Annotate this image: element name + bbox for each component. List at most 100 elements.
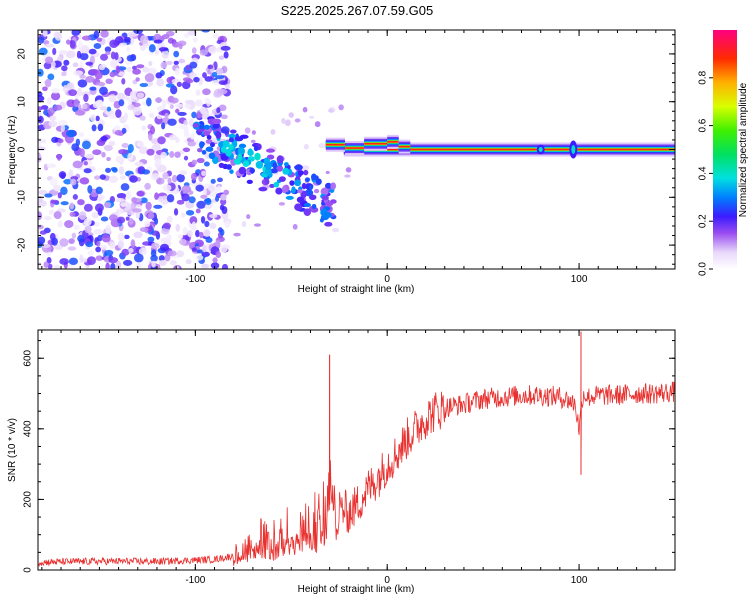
streak-blob [205,146,214,152]
noise-blob [187,30,198,36]
noise-blob [207,64,214,70]
colorbar: 0.0 0.2 0.4 0.6 0.8 Normalized spectral ampl… [698,30,749,276]
noise-blob [189,61,198,69]
noise-blob [58,119,68,126]
noise-blob [200,216,206,224]
noise-blob [208,185,215,192]
noise-blob [57,192,62,199]
streak-blob [278,176,286,182]
noise-blob [125,190,132,200]
noise-blob [250,139,256,144]
y-tick-label: 20 [17,48,28,60]
streak-blob [304,189,314,197]
noise-blob [71,30,81,36]
noise-blob [38,115,44,124]
noise-blob [59,238,69,247]
noise-blob [68,169,74,177]
noise-blob [173,208,179,216]
noise-blob [83,217,92,226]
streak-blob [226,164,232,170]
noise-blob [106,106,112,112]
noise-blob [68,238,75,244]
noise-blob [167,250,177,257]
noise-blob [175,108,180,114]
streak-blob [225,148,232,157]
noise-blob [77,79,88,88]
streak-blob [276,164,283,172]
noise-blob [60,186,68,196]
noise-blob [46,256,52,264]
streak-blob [228,137,235,143]
noise-blob [204,220,210,228]
noise-blob [217,177,223,183]
noise-blob [104,249,114,256]
noise-blob [332,227,340,233]
noise-blob [161,227,170,235]
streak-blob [249,168,255,173]
noise-blob [195,89,201,97]
streak-blob [308,194,317,201]
noise-blob [139,227,149,233]
noise-blob [77,234,85,243]
noise-blob [53,264,61,269]
noise-blob [99,174,106,180]
noise-blob [98,64,106,71]
noise-blob [156,78,165,87]
streak-blob [325,182,332,189]
noise-blob [123,36,131,43]
noise-blob [77,199,85,206]
noise-blob [294,118,301,123]
spectrogram-ylabel: Frequency (Hz) [7,116,18,185]
noise-blob [125,216,130,221]
noise-blob [120,202,128,207]
noise-blob [208,45,218,54]
streak-blob [324,201,334,207]
noise-blob [173,60,179,65]
noise-blob [167,177,172,184]
noise-blob [53,184,61,192]
noise-blob [41,243,51,248]
noise-blob [85,241,94,248]
noise-blob [187,230,193,238]
noise-blob [132,106,142,116]
noise-blob [135,77,140,82]
noise-blob [63,178,73,185]
noise-blob [212,257,218,264]
noise-blob [161,200,167,206]
noise-blob [184,103,192,109]
noise-blob [164,253,171,262]
y-tick-label: 400 [23,420,34,437]
noise-blob [115,260,122,269]
noise-blob [241,220,247,228]
noise-blob [108,113,118,119]
noise-blob [146,148,155,156]
noise-blob [209,222,217,230]
noise-blob [195,208,201,214]
noise-blob [105,78,113,85]
noise-blob [195,229,200,238]
noise-blob [46,163,57,169]
noise-blob [189,216,198,225]
noise-blob [158,255,165,262]
streak-blob [282,185,287,194]
y-tick-label: 600 [23,349,34,366]
noise-blob [73,98,80,108]
noise-blob [47,73,55,81]
noise-blob [83,161,89,166]
noise-blob [302,106,308,113]
noise-blob [278,202,286,206]
noise-blob [47,263,53,269]
noise-blob [223,189,230,196]
noise-blob [184,132,190,138]
noise-blob [69,178,77,186]
noise-blob [201,251,210,257]
noise-blob [154,192,159,200]
noise-blob [53,104,63,111]
noise-blob [43,261,49,268]
noise-blob [121,248,130,256]
streak-blob [247,149,254,156]
noise-blob [170,97,179,104]
streak-blob [203,131,211,136]
noise-blob [132,102,141,108]
streak-blob [289,180,295,186]
